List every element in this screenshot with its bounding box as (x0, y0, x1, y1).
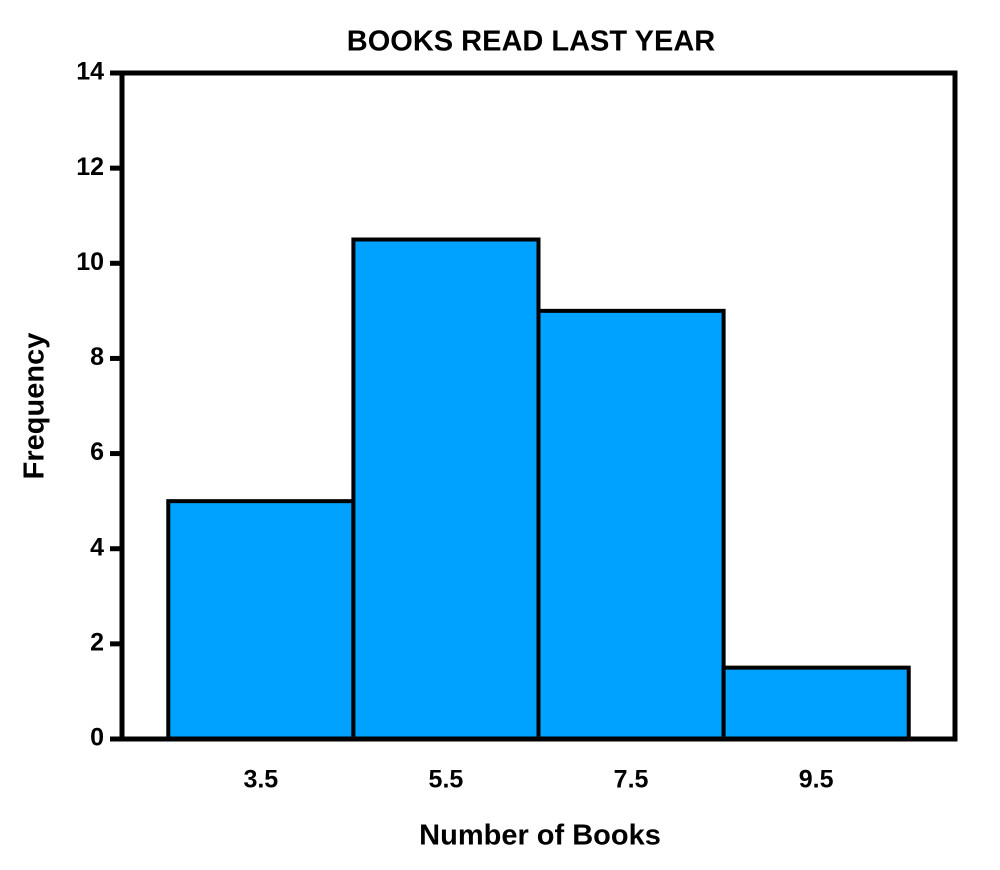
x-tick-label: 3.5 (243, 766, 278, 794)
y-tick-label: 10 (76, 248, 104, 276)
chart-title: BOOKS READ LAST YEAR (347, 26, 716, 58)
bar (351, 237, 541, 741)
y-tick-label: 12 (76, 153, 104, 181)
x-tick-label: 9.5 (799, 766, 834, 794)
bar (166, 499, 356, 741)
y-tick-label: 2 (90, 628, 104, 656)
x-axis-label: Number of Books (419, 820, 661, 852)
bar (721, 665, 911, 742)
y-tick-label: 14 (76, 58, 104, 86)
y-tick-label: 0 (90, 724, 104, 752)
x-tick-label: 7.5 (614, 766, 649, 794)
y-tick-label: 6 (90, 438, 104, 466)
plot-frame (119, 70, 958, 742)
y-tick-label: 4 (90, 533, 104, 561)
y-axis-label: Frequency (19, 333, 51, 480)
bar (536, 308, 726, 741)
x-tick-label: 5.5 (429, 766, 464, 794)
y-tick-label: 8 (90, 343, 104, 371)
